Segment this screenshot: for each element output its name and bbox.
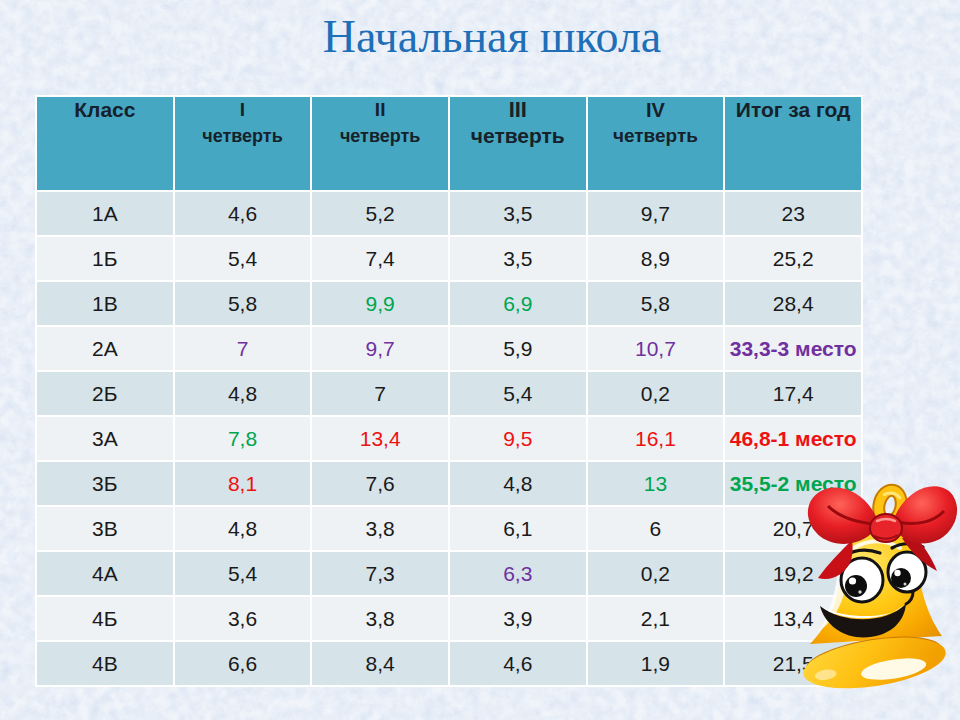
class-cell: 3Б (36, 461, 174, 506)
value-cell: 4,8 (174, 506, 312, 551)
class-cell: 2Б (36, 371, 174, 416)
value-cell: 4,6 (449, 641, 587, 686)
value-cell: 7 (174, 326, 312, 371)
column-header-line1: I (175, 97, 311, 123)
value-cell: 13,4 (311, 416, 449, 461)
table-row: 3А7,813,49,516,146,8-1 место (36, 416, 862, 461)
column-header-0: Класс (36, 96, 174, 191)
value-cell: 3,8 (311, 506, 449, 551)
grades-table: КлассIчетвертьIIчетвертьIIIчетвертьIVчет… (35, 95, 863, 687)
column-header-line1: II (312, 97, 448, 123)
class-cell: 2А (36, 326, 174, 371)
page-title: Начальная школа (12, 10, 960, 63)
column-header-line2: четверть (450, 123, 586, 149)
value-cell: 3,5 (449, 191, 587, 236)
table-row: 2Б4,875,40,217,4 (36, 371, 862, 416)
value-cell: 4,8 (449, 461, 587, 506)
value-cell: 2,1 (587, 596, 725, 641)
class-cell: 4В (36, 641, 174, 686)
value-cell: 3,8 (311, 596, 449, 641)
value-cell: 1,9 (587, 641, 725, 686)
value-cell: 9,9 (311, 281, 449, 326)
column-header-2: IIчетверть (311, 96, 449, 191)
value-cell: 9,5 (449, 416, 587, 461)
value-cell: 16,1 (587, 416, 725, 461)
class-cell: 3А (36, 416, 174, 461)
value-cell: 25,2 (724, 236, 862, 281)
value-cell: 0,2 (587, 371, 725, 416)
class-cell: 1В (36, 281, 174, 326)
value-cell: 10,7 (587, 326, 725, 371)
value-cell: 5,2 (311, 191, 449, 236)
table-row: 3Б8,17,64,81335,5-2 место (36, 461, 862, 506)
value-cell: 23 (724, 191, 862, 236)
column-header-line2: четверть (312, 123, 448, 149)
class-cell: 1Б (36, 236, 174, 281)
column-header-line2: четверть (588, 123, 724, 149)
value-cell: 6 (587, 506, 725, 551)
class-cell: 4А (36, 551, 174, 596)
class-cell: 3В (36, 506, 174, 551)
value-cell: 5,9 (449, 326, 587, 371)
value-cell: 3,9 (449, 596, 587, 641)
table-body: 1А4,65,23,59,7231Б5,47,43,58,925,21В5,89… (36, 191, 862, 686)
column-header-3: IIIчетверть (449, 96, 587, 191)
value-cell: 7,6 (311, 461, 449, 506)
value-cell: 9,7 (311, 326, 449, 371)
table-row: 4А5,47,36,30,219,2 (36, 551, 862, 596)
column-header-1: Iчетверть (174, 96, 312, 191)
value-cell: 8,9 (587, 236, 725, 281)
value-cell: 3,6 (174, 596, 312, 641)
value-cell: 28,4 (724, 281, 862, 326)
value-cell: 7,4 (311, 236, 449, 281)
value-cell: 5,8 (174, 281, 312, 326)
column-header-line1: III (450, 97, 586, 123)
column-header-line2: четверть (175, 123, 311, 149)
class-cell: 1А (36, 191, 174, 236)
value-cell: 3,5 (449, 236, 587, 281)
table-row: 1В5,89,96,95,828,4 (36, 281, 862, 326)
value-cell: 5,4 (449, 371, 587, 416)
value-cell: 8,1 (174, 461, 312, 506)
column-header-line1: IV (588, 97, 724, 123)
value-cell: 6,1 (449, 506, 587, 551)
table-row: 3В4,83,86,1620,7 (36, 506, 862, 551)
column-header-4: IVчетверть (587, 96, 725, 191)
value-cell: 9,7 (587, 191, 725, 236)
value-cell: 17,4 (724, 371, 862, 416)
value-cell: 7,8 (174, 416, 312, 461)
column-header-line1: Класс (37, 97, 173, 123)
value-cell: 8,4 (311, 641, 449, 686)
value-cell: 33,3-3 место (724, 326, 862, 371)
bell-clipart (790, 460, 960, 705)
column-header-5: Итог за год (724, 96, 862, 191)
table-row: 1А4,65,23,59,723 (36, 191, 862, 236)
value-cell: 6,6 (174, 641, 312, 686)
value-cell: 4,6 (174, 191, 312, 236)
table-row: 4В6,68,44,61,921,5 (36, 641, 862, 686)
value-cell: 4,8 (174, 371, 312, 416)
value-cell: 5,8 (587, 281, 725, 326)
value-cell: 0,2 (587, 551, 725, 596)
value-cell: 7 (311, 371, 449, 416)
value-cell: 5,4 (174, 236, 312, 281)
table-row: 4Б3,63,83,92,113,4 (36, 596, 862, 641)
value-cell: 13 (587, 461, 725, 506)
value-cell: 6,3 (449, 551, 587, 596)
value-cell: 7,3 (311, 551, 449, 596)
class-cell: 4Б (36, 596, 174, 641)
header-row: КлассIчетвертьIIчетвертьIIIчетвертьIVчет… (36, 96, 862, 191)
value-cell: 46,8-1 место (724, 416, 862, 461)
table-row: 1Б5,47,43,58,925,2 (36, 236, 862, 281)
value-cell: 6,9 (449, 281, 587, 326)
table-row: 2А79,75,910,733,3-3 место (36, 326, 862, 371)
column-header-line1: Итог за год (725, 97, 861, 123)
value-cell: 5,4 (174, 551, 312, 596)
